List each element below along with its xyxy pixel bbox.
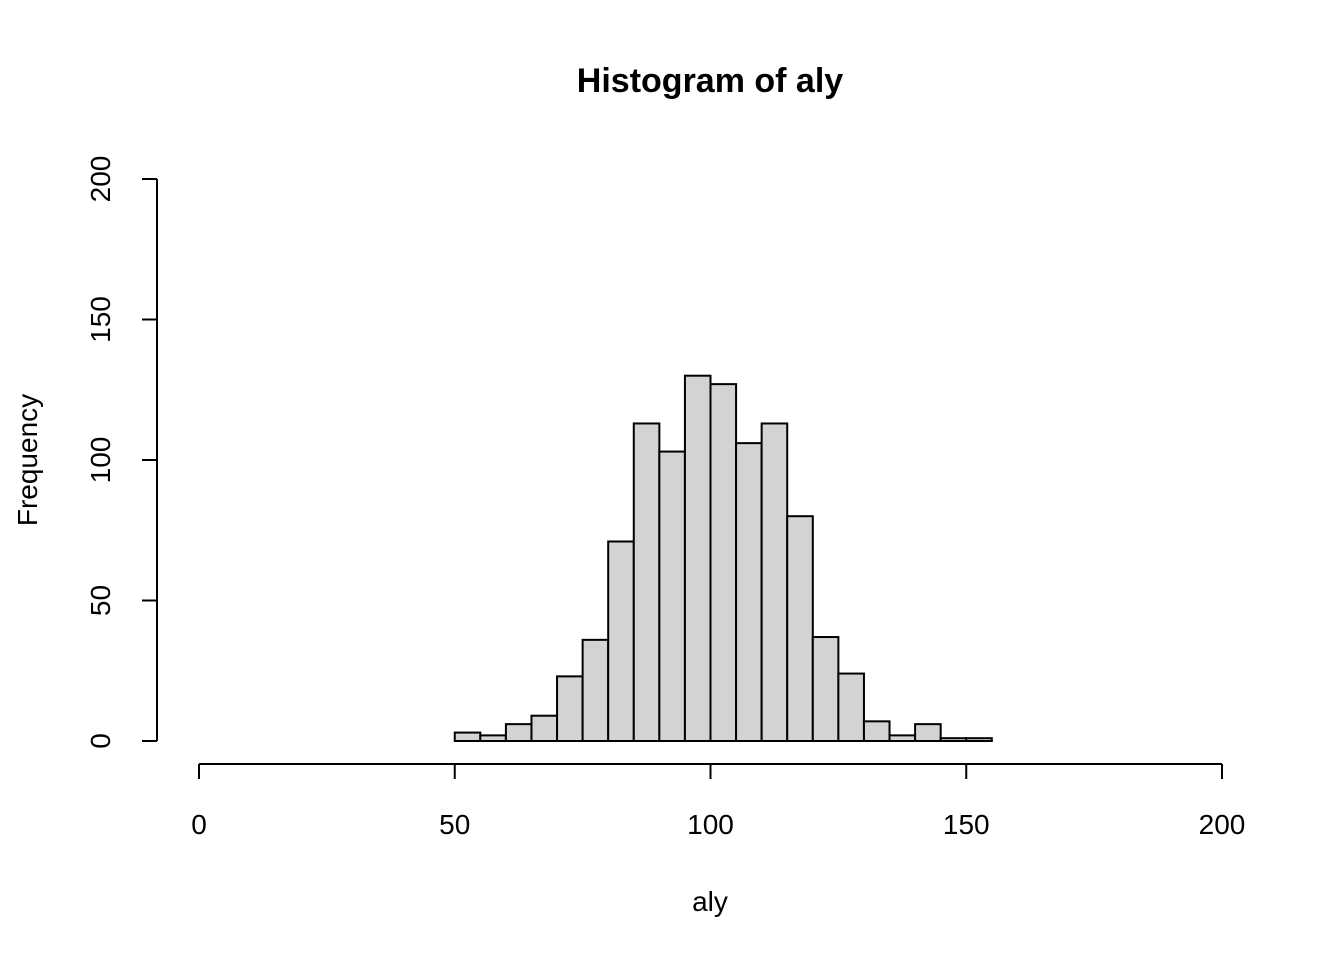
histogram-bar [888, 734, 917, 743]
x-tick-label: 150 [943, 809, 990, 840]
x-tick-label: 0 [191, 809, 207, 840]
y-tick-label: 0 [85, 733, 116, 749]
histogram-bar [735, 442, 763, 742]
histogram-bar [683, 374, 712, 742]
histogram-bar [760, 422, 789, 742]
histogram-bar [862, 720, 891, 743]
x-tick-label: 100 [687, 809, 734, 840]
y-axis: 0 50 100 150 200 [85, 156, 158, 749]
y-tick-label: 200 [85, 156, 116, 203]
x-axis-label: aly [692, 886, 728, 917]
histogram-bar [581, 638, 610, 743]
y-axis-label: Frequency [12, 394, 43, 526]
x-tick-label: 50 [439, 809, 470, 840]
histogram-bar [965, 737, 993, 743]
histogram-bar [607, 540, 635, 742]
histogram-bar [453, 731, 482, 743]
chart-title: Histogram of aly [577, 62, 843, 100]
histogram-bar [837, 672, 865, 742]
histogram-bar [658, 450, 686, 742]
y-tick-label: 150 [85, 296, 116, 343]
histogram-bar [914, 723, 942, 743]
x-tick-label: 200 [1199, 809, 1246, 840]
histogram-bar [786, 515, 814, 743]
histogram-bar [504, 723, 533, 743]
histogram-bar [709, 383, 738, 742]
histogram-bar [530, 714, 559, 743]
y-tick-label: 50 [85, 585, 116, 616]
histogram-bars [453, 374, 993, 743]
histogram-bar [632, 422, 661, 742]
y-tick-label: 100 [85, 437, 116, 484]
histogram-bar [939, 737, 968, 743]
histogram-bar [811, 636, 840, 743]
histogram-bar [556, 675, 584, 742]
histogram-bar [479, 734, 507, 743]
x-axis: 0 50 100 150 200 [191, 763, 1246, 840]
